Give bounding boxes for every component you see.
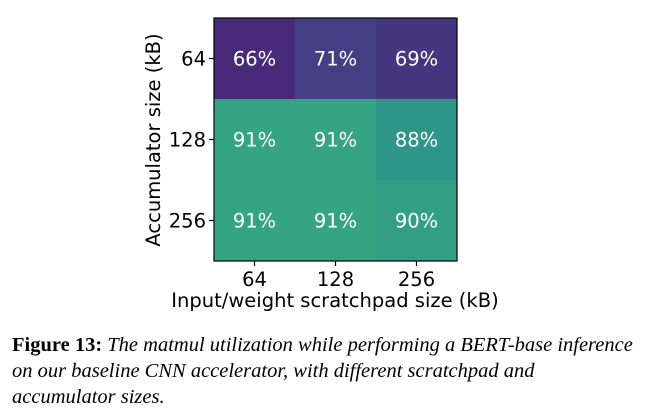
heatmap-cell-labels: 66% 71% 69% 91% 91% 88% 91% 91% 90%: [233, 48, 438, 233]
cell-value-label: 66%: [233, 48, 276, 71]
heatmap-cells: [214, 18, 457, 261]
x-tick-label: 256: [398, 268, 435, 291]
y-tick-label: 64: [181, 48, 206, 71]
y-tick-label: 128: [169, 129, 206, 152]
caption-label: Figure 13:: [12, 334, 103, 356]
heatmap-cell: [295, 99, 376, 180]
y-axis-label: Accumulator size (kB): [142, 33, 165, 246]
x-axis-label: Input/weight scratchpad size (kB): [171, 289, 498, 312]
heatmap-cell: [214, 99, 295, 180]
y-axis-ticks: 64 128 256: [169, 48, 214, 233]
heatmap-cell: [295, 18, 376, 99]
heatmap-figure: 66% 71% 69% 91% 91% 88% 91% 91% 90% 64 128 256 64 1…: [142, 17, 499, 312]
caption-text: The matmul utilization while performing …: [12, 334, 633, 408]
figure-caption: Figure 13: The matmul utilization while …: [12, 332, 640, 410]
x-axis-ticks: 64 128 256: [242, 261, 435, 291]
cell-value-label: 91%: [314, 129, 357, 152]
heatmap-cell: [376, 99, 457, 180]
heatmap-cell: [376, 180, 457, 261]
x-tick-label: 64: [242, 268, 267, 291]
heatmap-cell: [376, 18, 457, 99]
heatmap-cell: [214, 18, 295, 99]
cell-value-label: 91%: [233, 210, 276, 233]
x-tick-label: 128: [317, 268, 354, 291]
y-tick-label: 256: [169, 210, 206, 233]
cell-value-label: 69%: [395, 48, 438, 71]
cell-value-label: 91%: [233, 129, 276, 152]
cell-value-label: 88%: [395, 129, 438, 152]
cell-value-label: 90%: [395, 210, 438, 233]
heatmap-cell: [214, 180, 295, 261]
heatmap-cell: [295, 180, 376, 261]
cell-value-label: 71%: [314, 48, 357, 71]
cell-value-label: 91%: [314, 210, 357, 233]
